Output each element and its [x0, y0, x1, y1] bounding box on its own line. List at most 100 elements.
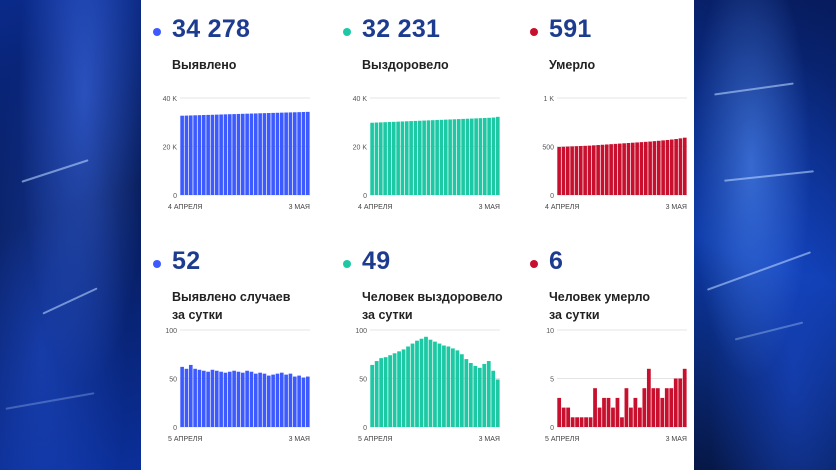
bar	[596, 145, 600, 195]
bar	[426, 120, 431, 195]
x-tick-label-start: 4 АПРЕЛЯ	[358, 204, 392, 211]
bar	[419, 338, 424, 427]
bar	[184, 115, 189, 195]
bar	[193, 115, 197, 195]
bar	[422, 120, 426, 195]
bar	[646, 368, 651, 427]
bar	[477, 367, 482, 427]
bar	[439, 119, 444, 195]
bar	[642, 388, 647, 427]
stat-label-line1: Выявлено	[172, 58, 237, 72]
bar	[388, 355, 393, 427]
bar	[206, 114, 210, 195]
bar	[609, 144, 613, 195]
bar-chart: 0 50 100 5 АПРЕЛЯ 3 МАЯ	[355, 328, 500, 443]
bar	[210, 369, 215, 427]
y-tick-label: 0	[173, 425, 177, 432]
y-tick-label: 100	[355, 328, 367, 335]
bar	[258, 372, 262, 427]
stat-value: 52	[172, 247, 201, 275]
bar	[188, 364, 193, 427]
bar	[446, 346, 451, 427]
bar	[669, 139, 674, 195]
x-tick-label-end: 3 МАЯ	[479, 204, 500, 211]
bar	[301, 377, 306, 427]
stat-label: Выздоровело	[362, 56, 449, 74]
bar	[188, 115, 193, 195]
bar	[678, 378, 683, 427]
bar	[448, 119, 452, 195]
legend-dot-icon	[530, 28, 538, 36]
stat-card-recovered-daily: 49 Человек выздоровело за сутки 0 50 100 5 АПР…	[343, 232, 523, 452]
bar	[624, 388, 629, 427]
stat-label: Человек умерло за сутки	[549, 288, 650, 324]
bar	[223, 372, 228, 427]
stat-value: 6	[549, 247, 564, 275]
y-tick-label: 0	[550, 193, 554, 200]
bar	[262, 113, 267, 195]
bar	[611, 407, 615, 427]
bar	[652, 141, 657, 195]
bar-chart: 0 20 K 40 K 4 АПРЕЛЯ 3 МАЯ	[353, 96, 500, 211]
bar	[473, 365, 478, 427]
bar	[661, 140, 665, 195]
bar	[271, 374, 275, 427]
bar	[404, 121, 409, 195]
bar	[587, 145, 592, 195]
bar	[219, 371, 223, 427]
bar	[284, 374, 288, 427]
bar	[674, 139, 678, 195]
bar	[570, 417, 575, 427]
bar	[253, 113, 258, 195]
bar-chart: 0 50 100 5 АПРЕЛЯ 3 МАЯ	[165, 328, 310, 443]
bar	[665, 140, 670, 195]
bar	[465, 118, 470, 195]
x-tick-label-end: 3 МАЯ	[666, 204, 687, 211]
stat-card-deaths-total: 591 Умерло 0 500 1 K 4 АПРЕЛЯ 3 МАЯ	[530, 0, 710, 220]
bar	[219, 114, 223, 195]
bar	[428, 339, 433, 427]
bar	[193, 368, 197, 427]
bar	[201, 115, 206, 195]
bar	[391, 121, 396, 195]
stat-label-line2: за сутки	[549, 308, 600, 322]
y-tick-label: 40 K	[163, 96, 178, 103]
bar	[292, 112, 297, 195]
bar	[370, 364, 375, 427]
bar	[397, 351, 401, 427]
bar	[401, 349, 406, 427]
bar	[495, 116, 500, 195]
bar	[575, 417, 580, 427]
bar	[214, 114, 219, 195]
stat-label-line1: Человек выздоровело	[362, 290, 503, 304]
bar	[566, 407, 571, 427]
bar	[622, 143, 626, 195]
bar	[673, 378, 678, 427]
bar	[245, 370, 249, 427]
bar	[406, 346, 410, 427]
legend-dot-icon	[530, 260, 538, 268]
bar	[413, 120, 418, 195]
bar	[469, 118, 474, 195]
x-tick-label-end: 3 МАЯ	[289, 436, 310, 443]
bar	[266, 113, 271, 195]
bar	[417, 120, 422, 195]
stat-value: 34 278	[172, 15, 251, 43]
bar	[415, 340, 419, 427]
bar	[664, 388, 669, 427]
bar	[482, 363, 487, 427]
bar	[292, 376, 297, 427]
legend-dot-icon	[153, 260, 161, 268]
stat-value: 49	[362, 247, 391, 275]
x-tick-label-end: 3 МАЯ	[289, 204, 310, 211]
bar	[655, 388, 660, 427]
bar	[227, 371, 232, 427]
bar	[606, 397, 611, 427]
bar	[456, 119, 461, 195]
bar	[613, 143, 618, 195]
bar	[206, 371, 210, 427]
bar	[266, 375, 271, 427]
bar	[297, 112, 301, 195]
y-tick-label: 0	[363, 425, 367, 432]
bar	[637, 407, 642, 427]
